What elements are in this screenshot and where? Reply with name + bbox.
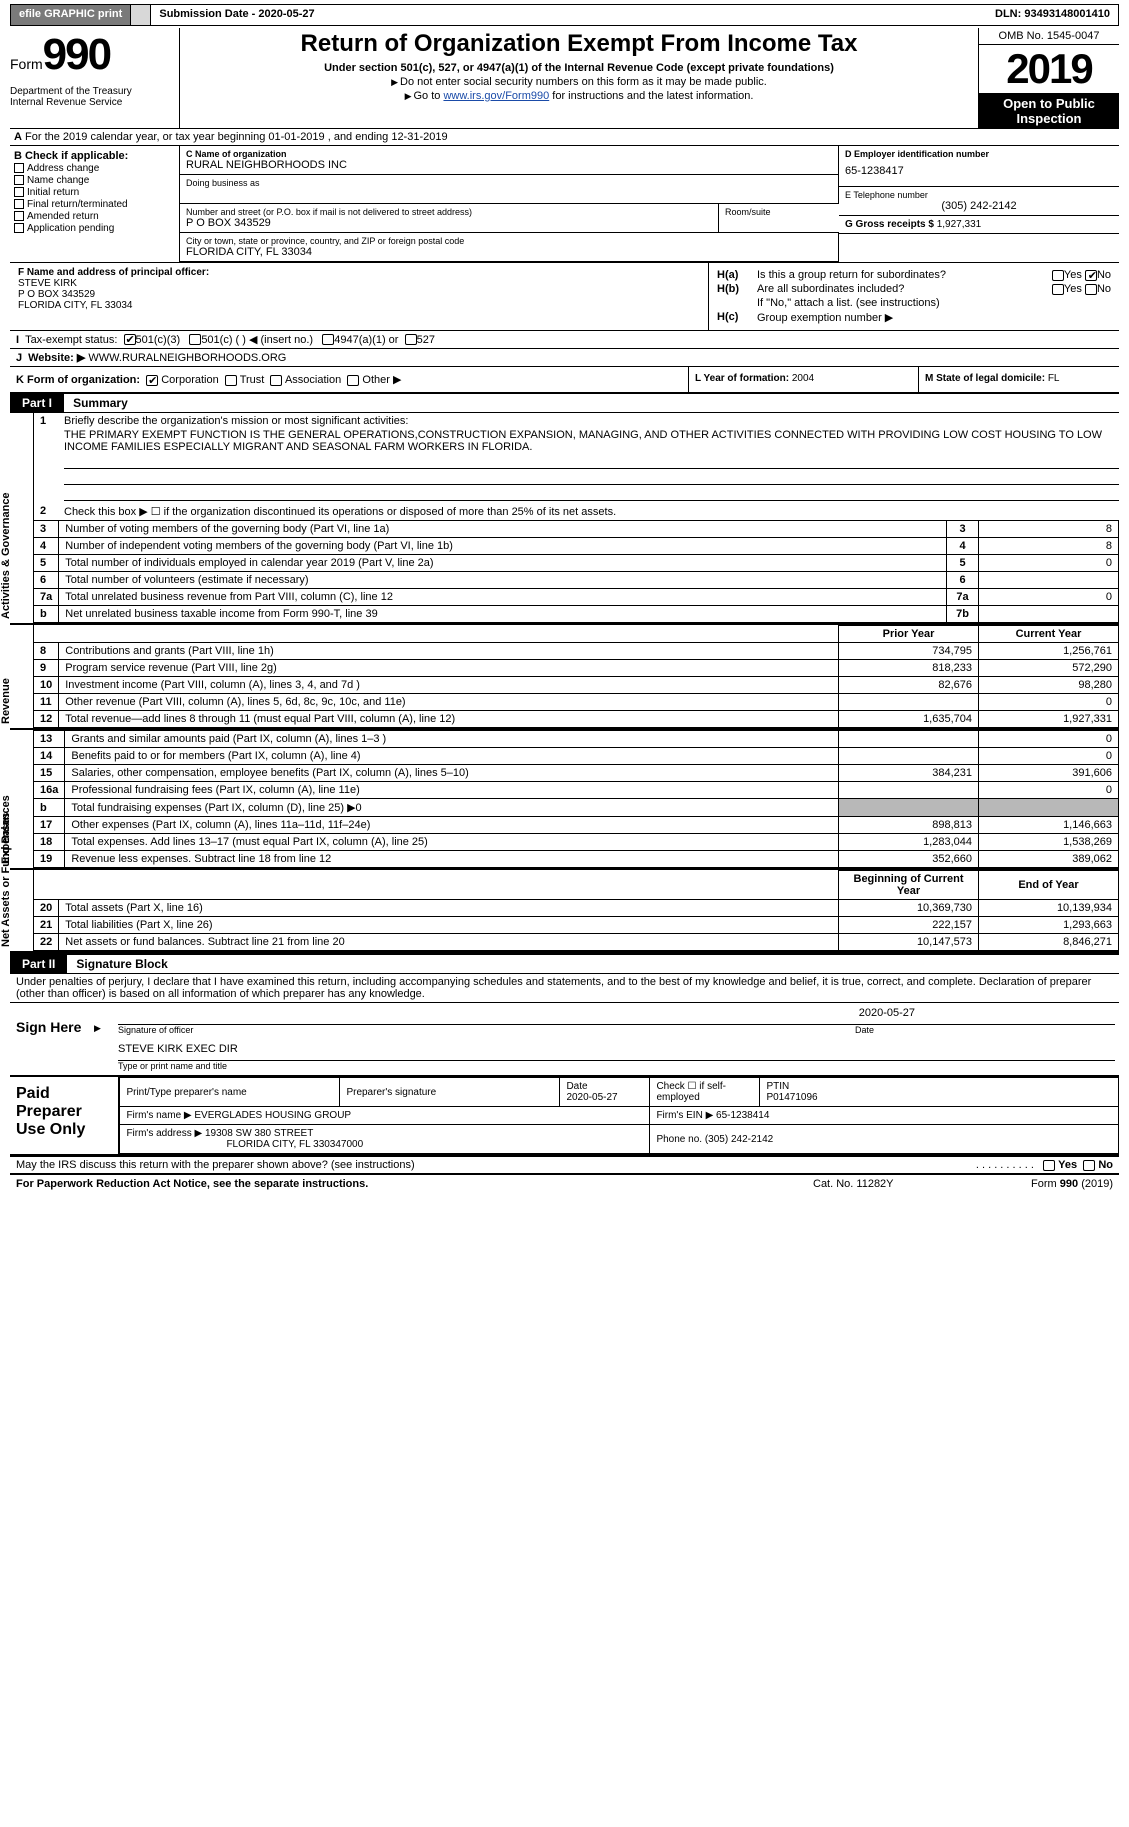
revenue-table: Prior YearCurrent Year8Contributions and… <box>34 625 1119 728</box>
open-inspection: Open to Public Inspection <box>979 94 1119 128</box>
row-l-formation: L Year of formation: 2004 <box>689 367 919 392</box>
officer-signature-line[interactable]: 2020-05-27 <box>118 1007 1115 1025</box>
print-button[interactable] <box>131 5 151 25</box>
section-governance-label: Activities & Governance <box>10 413 34 623</box>
paid-preparer-label: Paid Preparer Use Only <box>10 1077 119 1154</box>
instruction-line-2: Go to www.irs.gov/Form990 for instructio… <box>186 90 972 102</box>
part-2-label: Part II <box>10 955 67 973</box>
section-b-checkboxes: B Check if applicable: Address change Na… <box>10 146 180 262</box>
chk-amended[interactable]: Amended return <box>14 211 175 222</box>
expenses-table: 13Grants and similar amounts paid (Part … <box>34 730 1119 868</box>
dba-box: Doing business as <box>180 175 839 204</box>
form-header: Form990 Department of the Treasury Inter… <box>10 28 1119 128</box>
officer-box: F Name and address of principal officer:… <box>10 263 709 330</box>
org-name-box: C Name of organization RURAL NEIGHBORHOO… <box>180 146 839 175</box>
part-1-title: Summary <box>73 396 128 410</box>
section-revenue-label: Revenue <box>10 625 34 728</box>
efile-label: efile GRAPHIC print <box>11 5 131 25</box>
room-suite-box: Room/suite <box>719 204 839 233</box>
phone-box: E Telephone number (305) 242-2142 <box>839 187 1119 216</box>
city-box: City or town, state or province, country… <box>180 233 839 262</box>
department-label: Department of the Treasury Internal Reve… <box>10 86 175 108</box>
ein-box: D Employer identification number 65-1238… <box>839 146 1119 187</box>
instruction-line-1: Do not enter social security numbers on … <box>186 76 972 88</box>
governance-table: 3Number of voting members of the governi… <box>34 520 1119 623</box>
form-subtitle: Under section 501(c), 527, or 4947(a)(1)… <box>186 62 972 74</box>
sign-here-label: Sign Here <box>10 1003 90 1075</box>
row-a-tax-year: A For the 2019 calendar year, or tax yea… <box>10 128 1119 145</box>
form-word: Form <box>10 56 43 72</box>
row-m-domicile: M State of legal domicile: FL <box>919 367 1119 392</box>
submission-date: Submission Date - 2020-05-27 <box>151 5 987 25</box>
omb-number: OMB No. 1545-0047 <box>979 28 1119 45</box>
section-expenses-label: Expenses <box>10 730 34 868</box>
top-bar: efile GRAPHIC print Submission Date - 20… <box>10 4 1119 26</box>
perjury-statement: Under penalties of perjury, I declare th… <box>10 974 1119 1003</box>
irs-link[interactable]: www.irs.gov/Form990 <box>443 90 549 102</box>
footer: For Paperwork Reduction Act Notice, see … <box>10 1175 1119 1193</box>
row-k-org-form: K Form of organization: Corporation Trus… <box>10 367 689 392</box>
row-j-website: JWebsite: ▶ WWW.RURALNEIGHBORHOODS.ORG <box>10 348 1119 366</box>
gross-receipts-box: G Gross receipts $ 1,927,331 <box>839 216 1119 234</box>
officer-name-line: STEVE KIRK EXEC DIR <box>118 1043 1115 1061</box>
chk-address-change[interactable]: Address change <box>14 163 175 174</box>
address-box: Number and street (or P.O. box if mail i… <box>180 204 719 233</box>
part-1-label: Part I <box>10 394 64 412</box>
section-net-assets-label: Net Assets or Fund Balances <box>10 870 34 951</box>
form-number: 990 <box>43 30 110 79</box>
tax-year: 2019 <box>979 45 1119 94</box>
preparer-table: Print/Type preparer's name Preparer's si… <box>119 1077 1119 1154</box>
mission-text: THE PRIMARY EXEMPT FUNCTION IS THE GENER… <box>64 429 1119 453</box>
net-assets-table: Beginning of Current YearEnd of Year20To… <box>34 870 1119 951</box>
chk-name-change[interactable]: Name change <box>14 175 175 186</box>
dln: DLN: 93493148001410 <box>987 5 1118 25</box>
chk-initial-return[interactable]: Initial return <box>14 187 175 198</box>
section-h: H(a)Is this a group return for subordina… <box>709 263 1119 330</box>
row-i-tax-status: ITax-exempt status: 501(c)(3) 501(c) ( )… <box>10 330 1119 348</box>
chk-final-return[interactable]: Final return/terminated <box>14 199 175 210</box>
form-title: Return of Organization Exempt From Incom… <box>186 30 972 58</box>
may-discuss-row: May the IRS discuss this return with the… <box>10 1156 1119 1175</box>
chk-pending[interactable]: Application pending <box>14 223 175 234</box>
part-2-title: Signature Block <box>76 957 167 971</box>
